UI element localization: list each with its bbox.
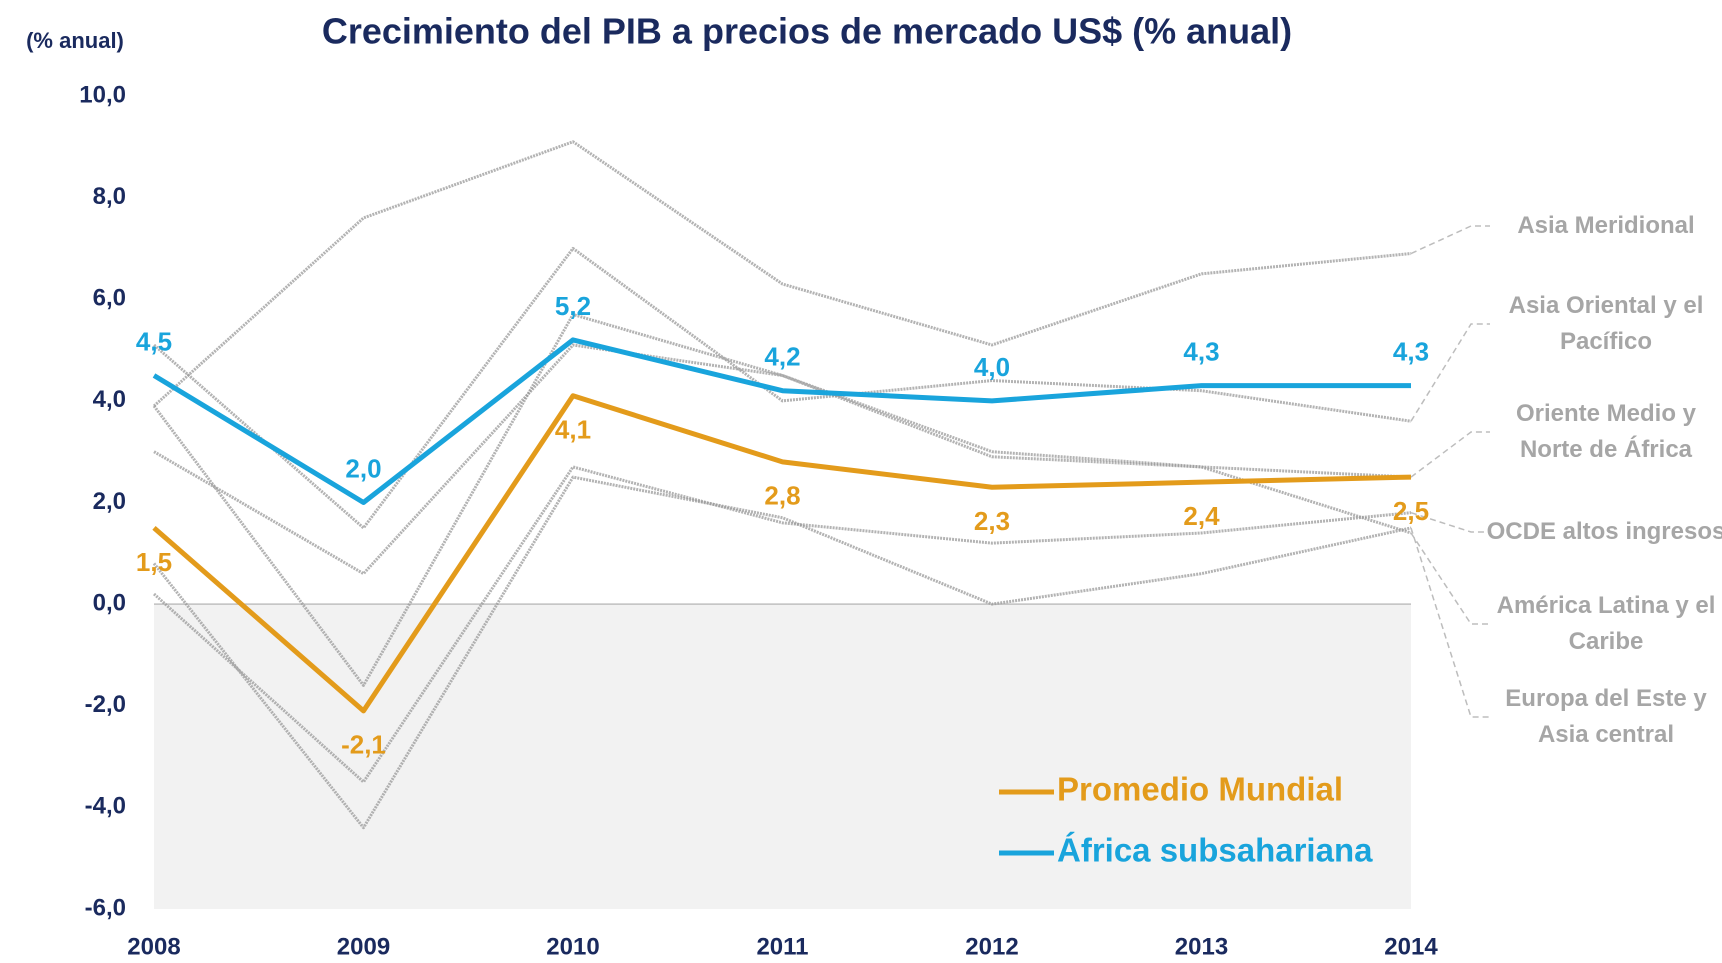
x-tick-label: 2010 (546, 933, 599, 960)
region-label: Europa del Este y Asia central (1505, 685, 1707, 748)
data-label: 5,2 (555, 291, 591, 321)
data-label: 4,5 (136, 326, 172, 356)
data-label: 2,3 (974, 506, 1010, 536)
data-label: 4,3 (1393, 337, 1429, 367)
region-line (152, 312, 1412, 687)
region-label: Oriente Medio y Norte de África (1515, 400, 1697, 463)
y-tick-label: 2,0 (93, 488, 126, 515)
y-tick-label: -2,0 (85, 691, 126, 718)
y-tick-label: 6,0 (93, 285, 126, 312)
series-line (152, 393, 1412, 714)
x-tick-label: 2014 (1384, 933, 1438, 960)
y-axis-label: (% anual) (26, 28, 124, 53)
y-tick-label: -6,0 (85, 894, 126, 921)
data-label: 2,8 (764, 481, 800, 511)
x-tick-label: 2009 (337, 933, 390, 960)
chart-title: Crecimiento del PIB a precios de mercado… (322, 11, 1292, 52)
data-label: 2,4 (1183, 501, 1220, 531)
region-line (153, 246, 1412, 530)
leader-line (1410, 431, 1490, 478)
region-line (153, 343, 1412, 576)
data-label: 4,2 (764, 342, 800, 372)
leader-line (1410, 527, 1490, 718)
legend-label: Promedio Mundial (1057, 771, 1343, 808)
region-label: Asia Meridional (1517, 212, 1695, 239)
data-label: 4,1 (555, 415, 591, 445)
x-tick-label: 2008 (127, 933, 180, 960)
series-line (152, 337, 1411, 505)
data-label: 4,0 (974, 352, 1010, 382)
region-label: Asia Oriental y el Pacífico (1508, 292, 1704, 355)
region-line (152, 475, 1412, 830)
legend-label: África subsahariana (1057, 832, 1373, 869)
leader-line (1410, 323, 1490, 422)
leader-line (1410, 532, 1490, 625)
data-label: 2,0 (345, 453, 381, 483)
x-tick-label: 2011 (756, 933, 808, 960)
y-tick-label: 10,0 (79, 81, 126, 108)
y-tick-label: -4,0 (85, 793, 126, 820)
region-label: América Latina y el Caribe (1496, 592, 1716, 655)
data-label: -2,1 (341, 730, 386, 760)
y-tick-label: 0,0 (93, 589, 126, 616)
x-tick-label: 2013 (1175, 933, 1228, 960)
data-label: 1,5 (136, 547, 172, 577)
leader-line (1410, 511, 1490, 533)
data-label: 4,3 (1183, 337, 1219, 367)
y-tick-label: 4,0 (93, 386, 126, 413)
leader-line (1410, 225, 1490, 255)
y-tick-label: 8,0 (93, 183, 126, 210)
negative-area (154, 604, 1411, 909)
region-line (152, 465, 1412, 784)
region-line (152, 140, 1412, 408)
x-tick-label: 2012 (965, 933, 1018, 960)
data-label: 2,5 (1393, 496, 1429, 526)
region-label: OCDE altos ingresos (1486, 518, 1722, 545)
